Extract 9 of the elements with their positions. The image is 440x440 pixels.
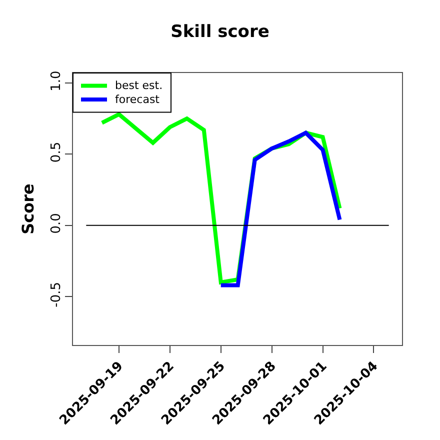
legend-label: forecast <box>115 93 160 106</box>
y-tick-label: 1.0 <box>48 70 64 92</box>
legend-label: best est. <box>115 79 163 92</box>
line-series <box>218 130 342 288</box>
y-tick-label: 0.0 <box>48 213 64 234</box>
y-axis-title: Score <box>18 183 38 234</box>
chart-title: Skill score <box>170 22 270 42</box>
y-tick-label: 0.5 <box>48 142 64 163</box>
y-tick-label: -0.5 <box>48 282 64 308</box>
